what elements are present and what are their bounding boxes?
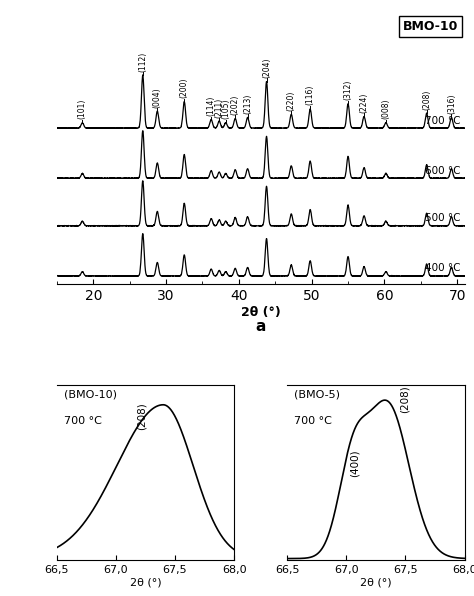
Text: (116): (116) <box>306 85 315 105</box>
Text: (208): (208) <box>137 402 147 430</box>
Text: (224): (224) <box>360 92 369 113</box>
Text: (316): (316) <box>447 94 456 114</box>
Text: (004): (004) <box>153 87 162 107</box>
X-axis label: 2θ (°): 2θ (°) <box>241 306 281 319</box>
X-axis label: 2θ (°): 2θ (°) <box>360 578 392 588</box>
X-axis label: 2θ (°): 2θ (°) <box>130 578 161 588</box>
Text: 600 °C: 600 °C <box>425 166 461 176</box>
Text: 400 °C: 400 °C <box>425 263 461 274</box>
Text: (213): (213) <box>243 94 252 114</box>
Text: (BMO-5): (BMO-5) <box>294 390 340 400</box>
Text: (101): (101) <box>78 99 87 119</box>
Text: (220): (220) <box>287 91 296 111</box>
Text: 700 °C: 700 °C <box>64 416 102 426</box>
Text: (208): (208) <box>399 386 409 413</box>
Text: (211): (211) <box>215 97 224 117</box>
Text: (105): (105) <box>221 99 230 119</box>
Text: (008): (008) <box>382 99 391 119</box>
Text: (208): (208) <box>422 89 431 110</box>
Text: (200): (200) <box>180 77 189 98</box>
Text: BMO-10: BMO-10 <box>403 20 458 33</box>
Text: (112): (112) <box>138 51 147 72</box>
Text: (312): (312) <box>344 80 353 100</box>
Text: a: a <box>255 319 266 334</box>
Text: (114): (114) <box>207 95 216 116</box>
Text: 500 °C: 500 °C <box>425 213 461 224</box>
Text: 700 °C: 700 °C <box>425 116 461 126</box>
Text: 700 °C: 700 °C <box>294 416 332 426</box>
Text: (204): (204) <box>262 57 271 78</box>
Text: (BMO-10): (BMO-10) <box>64 390 117 400</box>
Text: (202): (202) <box>231 95 240 115</box>
Text: (400): (400) <box>350 449 360 477</box>
